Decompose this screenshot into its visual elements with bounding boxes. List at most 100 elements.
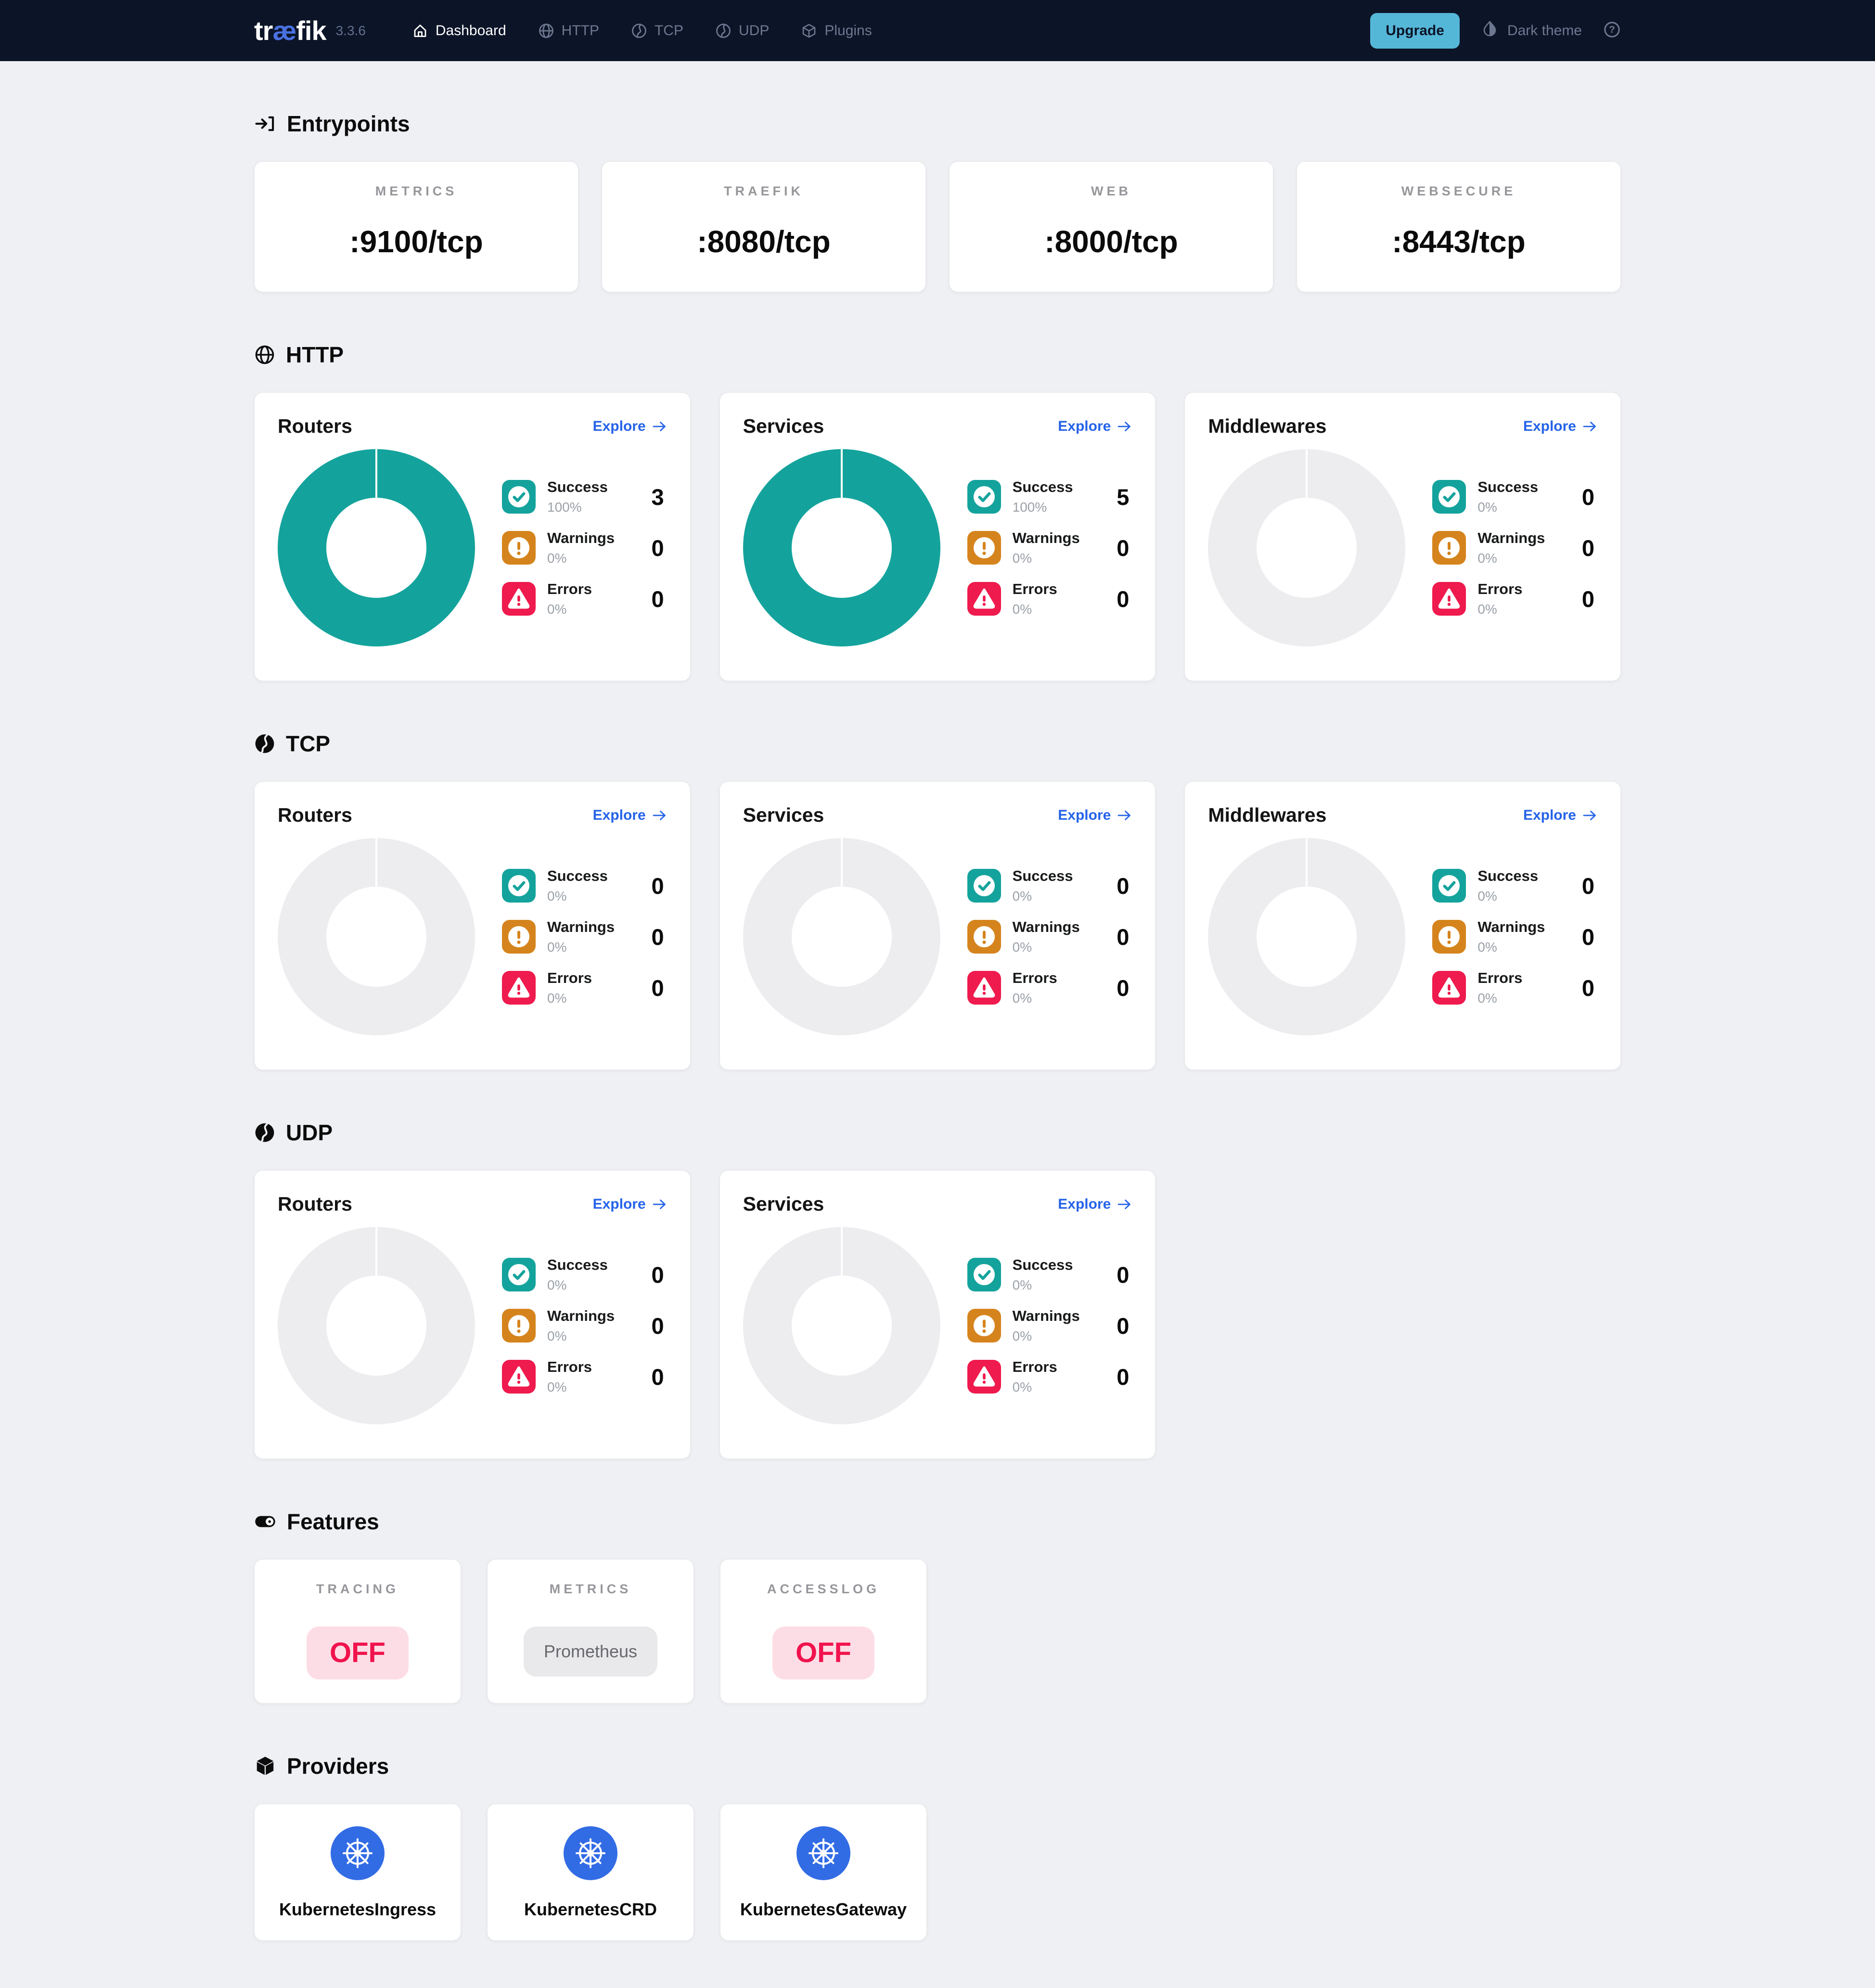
errors-row: Errors 0% 0	[502, 581, 667, 617]
explore-link[interactable]: Explore	[1058, 418, 1132, 435]
provider-name: KubernetesCRD	[524, 1899, 657, 1919]
features-grid: TRACING OFF METRICS Prometheus ACCESSLOG…	[254, 1559, 1621, 1704]
kubernetes-icon	[796, 1826, 850, 1880]
explore-link[interactable]: Explore	[1058, 1196, 1132, 1213]
feature-label: METRICS	[549, 1582, 632, 1596]
entrypoint-label: WEBSECURE	[1401, 184, 1516, 198]
nav-item-plugins[interactable]: Plugins	[801, 23, 872, 39]
traefik-logo: tr æ fik	[254, 15, 327, 46]
nav-item-dashboard[interactable]: Dashboard	[412, 23, 506, 39]
success-count: 0	[651, 873, 664, 899]
nav-item-tcp[interactable]: TCP	[631, 23, 683, 39]
warnings-count: 0	[1117, 1313, 1130, 1339]
donut-chart	[1208, 838, 1406, 1035]
entrypoint-card-metrics: METRICS :9100/tcp	[254, 161, 578, 292]
udp-services-panel: Services Explore Success 0% 0 Warnings 0% …	[719, 1170, 1156, 1459]
ball-icon	[254, 1122, 275, 1143]
success-icon	[502, 869, 536, 903]
warning-icon	[1432, 920, 1466, 954]
provider-card-kubernetes-ingress: KubernetesIngress	[254, 1804, 461, 1941]
entrypoint-port: :8080/tcp	[697, 224, 831, 259]
errors-count: 0	[651, 975, 664, 1001]
home-icon	[412, 23, 428, 39]
cube-wire-icon	[801, 23, 817, 39]
panel-title: Routers	[278, 804, 352, 826]
udp-heading: UDP	[254, 1119, 1621, 1146]
entrypoint-card-websecure: WEBSECURE :8443/tcp	[1297, 161, 1621, 292]
success-icon	[967, 480, 1001, 514]
dark-theme-toggle[interactable]: Dark theme	[1481, 20, 1582, 41]
donut-chart	[278, 449, 475, 646]
feature-card-accesslog: ACCESSLOG OFF	[720, 1559, 927, 1704]
error-icon	[1432, 971, 1466, 1005]
error-icon	[502, 582, 536, 616]
success-count: 0	[1117, 873, 1130, 899]
upgrade-button[interactable]: Upgrade	[1370, 13, 1460, 49]
feature-card-metrics: METRICS Prometheus	[487, 1559, 694, 1704]
warnings-count: 0	[651, 535, 664, 561]
warnings-row: Warnings 0% 0	[1432, 918, 1597, 955]
donut-chart	[278, 838, 475, 1035]
errors-row: Errors 0% 0	[967, 1358, 1132, 1395]
providers-grid: KubernetesIngress KubernetesCRD Kubernet…	[254, 1804, 1621, 1941]
warning-icon	[502, 531, 536, 565]
contrast-drop-icon	[1481, 20, 1499, 41]
globe-icon	[538, 23, 554, 39]
success-row: Success 0% 0	[1432, 478, 1597, 515]
entrypoint-label: METRICS	[375, 184, 458, 198]
panel-title: Routers	[278, 1193, 352, 1215]
warnings-row: Warnings 0% 0	[967, 918, 1132, 955]
kubernetes-icon	[564, 1826, 617, 1880]
http-panels: Routers Explore Success 100% 3 Warnings 0%…	[254, 392, 1621, 681]
explore-link[interactable]: Explore	[593, 1196, 667, 1213]
ball-icon	[254, 733, 275, 754]
help-button[interactable]	[1603, 21, 1621, 41]
warnings-count: 0	[1581, 535, 1594, 561]
success-count: 0	[651, 1262, 664, 1288]
explore-link[interactable]: Explore	[593, 807, 667, 824]
tcp-panels: Routers Explore Success 0% 0 Warnings 0% 0	[254, 781, 1621, 1070]
success-count: 5	[1117, 484, 1130, 510]
errors-row: Errors 0% 0	[502, 1358, 667, 1395]
success-row: Success 100% 3	[502, 478, 667, 515]
success-row: Success 0% 0	[502, 1256, 667, 1293]
errors-count: 0	[651, 1364, 664, 1390]
explore-link[interactable]: Explore	[1523, 807, 1597, 824]
warning-icon	[502, 920, 536, 954]
donut-chart	[743, 838, 940, 1035]
main-nav: Dashboard HTTP TCP UDP Plugins	[412, 23, 872, 39]
provider-name: KubernetesIngress	[279, 1899, 437, 1919]
warnings-row: Warnings 0% 0	[967, 1307, 1132, 1344]
entrypoint-port: :9100/tcp	[349, 224, 483, 259]
explore-link[interactable]: Explore	[1523, 418, 1597, 435]
http-middlewares-panel: Middlewares Explore Success 0% 0 Warnings…	[1184, 392, 1621, 681]
success-icon	[502, 1258, 536, 1291]
nav-item-http[interactable]: HTTP	[538, 23, 599, 39]
nav-item-udp[interactable]: UDP	[715, 23, 769, 39]
entrypoints-heading: Entrypoints	[254, 110, 1621, 137]
http-services-panel: Services Explore Success 100% 5 Warnings 0…	[719, 392, 1156, 681]
tcp-services-panel: Services Explore Success 0% 0 Warnings 0% …	[719, 781, 1156, 1070]
success-row: Success 0% 0	[967, 867, 1132, 904]
error-icon	[967, 971, 1001, 1005]
feature-card-tracing: TRACING OFF	[254, 1559, 461, 1704]
success-icon	[967, 869, 1001, 903]
explore-link[interactable]: Explore	[1058, 807, 1132, 824]
warning-icon	[967, 531, 1001, 565]
success-row: Success 0% 0	[502, 867, 667, 904]
panel-title: Services	[743, 415, 824, 437]
feature-status-badge: OFF	[772, 1627, 874, 1679]
tcp-middlewares-panel: Middlewares Explore Success 0% 0 Warnings…	[1184, 781, 1621, 1070]
features-heading: Features	[254, 1508, 1621, 1535]
warning-icon	[1432, 531, 1466, 565]
donut-chart	[1208, 449, 1406, 646]
top-navbar: tr æ fik 3.3.6 Dashboard HTTP TCP UDP P	[0, 0, 1875, 61]
http-heading: HTTP	[254, 341, 1621, 368]
cube-icon	[254, 1755, 276, 1777]
entrypoint-port: :8000/tcp	[1044, 224, 1178, 259]
success-icon	[502, 480, 536, 514]
http-routers-panel: Routers Explore Success 100% 3 Warnings 0%…	[254, 392, 691, 681]
explore-link[interactable]: Explore	[593, 418, 667, 435]
errors-count: 0	[1117, 975, 1130, 1001]
error-icon	[502, 971, 536, 1005]
